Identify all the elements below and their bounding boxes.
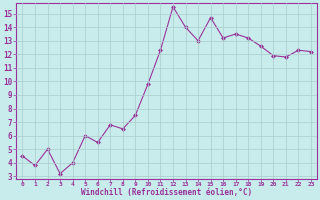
- X-axis label: Windchill (Refroidissement éolien,°C): Windchill (Refroidissement éolien,°C): [81, 188, 252, 197]
